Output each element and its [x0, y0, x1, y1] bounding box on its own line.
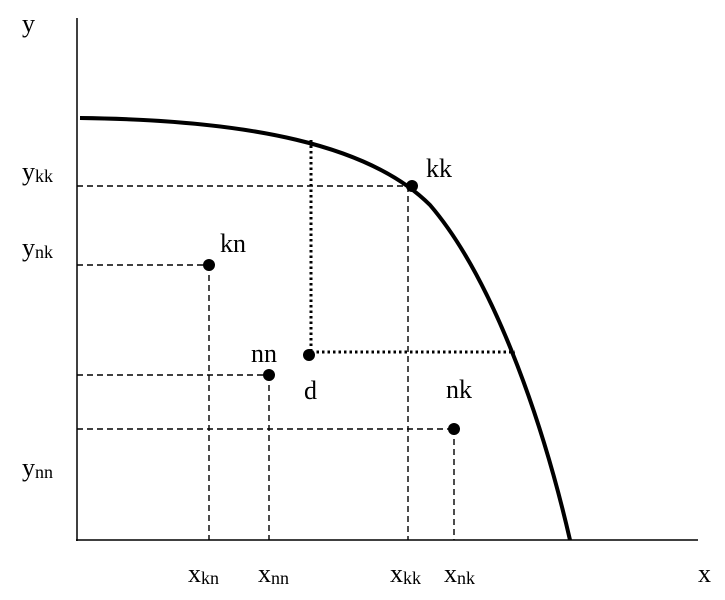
x-tick-label: xkn [188, 559, 219, 588]
y-axis-label: y [22, 9, 35, 38]
point-label: d [304, 376, 317, 405]
subscript: nk [35, 242, 53, 262]
symbol: x [444, 559, 457, 588]
guide-nn [77, 374, 270, 540]
point-nn [263, 369, 275, 381]
symbol: y [22, 453, 35, 482]
symbol: x [390, 559, 403, 588]
point-label: nk [446, 375, 472, 404]
symbol: y [22, 233, 35, 262]
y-tick-label: ynn [22, 453, 53, 482]
frontier-curve [79, 116, 572, 541]
point-label: nn [251, 339, 277, 368]
x-axis-label: x [698, 559, 711, 588]
x-tick-label: xnk [444, 559, 475, 588]
guide-d [309, 140, 515, 355]
symbol: x [258, 559, 271, 588]
subscript: kk [403, 568, 421, 588]
point-d [303, 349, 315, 361]
y-tick-label: ykk [22, 157, 53, 186]
y-tick-label: ynk [22, 233, 53, 262]
point-label: kn [220, 229, 246, 258]
symbol: x [188, 559, 201, 588]
subscript: nk [457, 568, 475, 588]
point-nk [448, 423, 460, 435]
point-kn [203, 259, 215, 271]
x-tick-label: xkk [390, 559, 421, 588]
guide-kk [77, 185, 412, 540]
guide-kn [77, 264, 210, 540]
subscript: kk [35, 166, 53, 186]
symbol: y [22, 157, 35, 186]
subscript: nn [271, 568, 289, 588]
point-kk [406, 180, 418, 192]
subscript: nn [35, 462, 53, 482]
point-label: kk [426, 154, 452, 183]
guide-nk [77, 428, 455, 540]
x-tick-label: xnn [258, 559, 289, 588]
subscript: kn [201, 568, 219, 588]
